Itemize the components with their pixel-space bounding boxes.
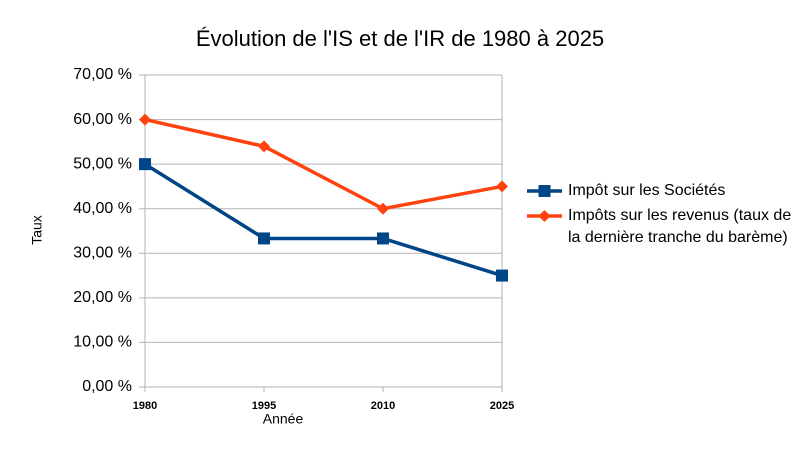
series-line [144, 117, 503, 211]
legend-swatch [527, 210, 562, 222]
point [538, 210, 551, 222]
y-tick-label: 10,00 % [73, 334, 132, 351]
legend: Impôt sur les Sociétés Impôts sur les rev… [524, 180, 800, 252]
y-axis-label: Taux [29, 215, 45, 245]
legend-label: Impôts sur les revenus (taux de la derni… [568, 207, 792, 246]
chart-title: Évolution de l'IS et de l'IR de 1980 à 2… [196, 26, 604, 51]
legend-label: Impôt sur les Sociétés [568, 182, 726, 199]
point [377, 202, 389, 215]
y-tick-label: 60,00 % [73, 111, 132, 128]
legend-swatch [527, 185, 562, 197]
y-tick-label: 30,00 % [73, 245, 132, 262]
x-tick-label: 2010 [371, 400, 395, 412]
series-line [144, 162, 503, 278]
legend-entry: Impôts sur les revenus (taux de la derni… [524, 205, 800, 249]
point [496, 180, 508, 193]
point [139, 113, 151, 126]
legend-entry: Impôt sur les Sociétés [524, 180, 800, 202]
y-tick-label: 20,00 % [73, 289, 132, 306]
point [538, 185, 551, 197]
point [258, 232, 270, 245]
point [139, 158, 151, 171]
x-axis-label: Année [263, 411, 304, 427]
y-tick-label: 0,00 % [82, 378, 132, 395]
x-tick-label: 1980 [133, 400, 157, 412]
y-tick-label: 50,00 % [73, 155, 132, 172]
x-tick-label: 1995 [252, 400, 276, 412]
y-tick-label: 70,00 % [73, 66, 132, 83]
x-tick-label: 2025 [490, 400, 514, 412]
y-tick-label: 40,00 % [73, 200, 132, 217]
point [377, 232, 389, 245]
point [496, 269, 508, 282]
point [258, 140, 270, 153]
